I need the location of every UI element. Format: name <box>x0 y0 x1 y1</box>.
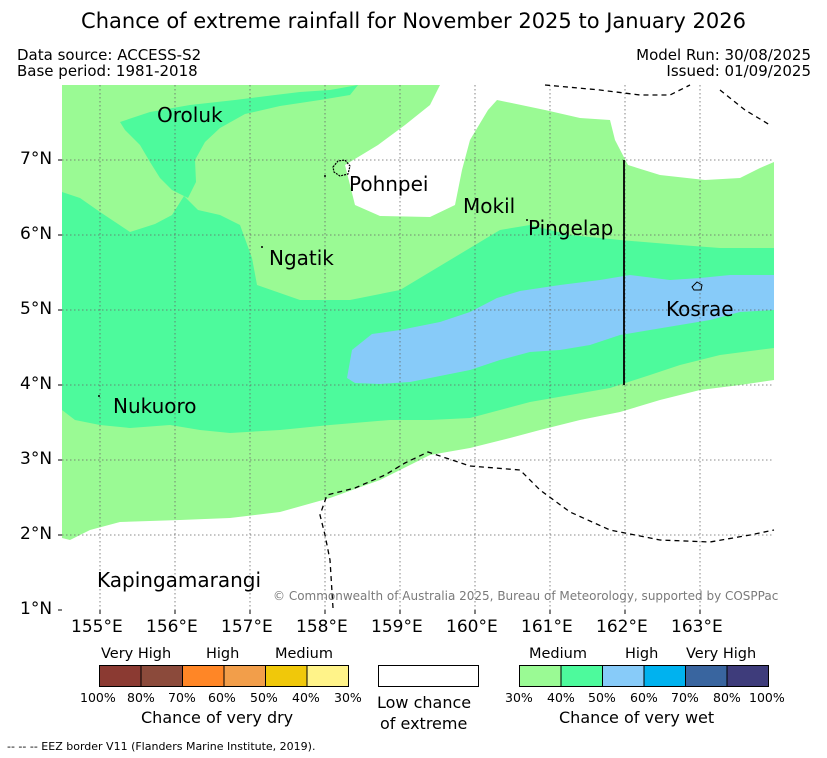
pohnpei-islet <box>324 175 326 177</box>
lon-tick-label: 155°E <box>71 617 123 637</box>
wet-legend-level: High <box>625 646 659 662</box>
map-title: Chance of extreme rainfall for November … <box>81 9 746 33</box>
low-chance-caption-line1: Low chance <box>377 693 472 712</box>
issued-text: Issued: 01/09/2025 <box>666 62 811 80</box>
dry-color-swatch <box>140 665 183 687</box>
lon-tick-label: 160°E <box>446 617 498 637</box>
wet-medium-high-region <box>62 192 774 433</box>
copyright-text: © Commonwealth of Australia 2025, Bureau… <box>273 589 779 603</box>
lat-tick-label: 4°N <box>20 374 53 394</box>
wet-medium-high-north <box>120 85 358 198</box>
lon-tick-label: 159°E <box>371 617 423 637</box>
place-label: Pohnpei <box>349 172 429 196</box>
lon-tick-label: 156°E <box>146 617 198 637</box>
dry-legend-caption: Chance of very dry <box>141 708 294 727</box>
wet-color-swatch <box>602 665 645 687</box>
place-label: Nukuoro <box>113 394 197 418</box>
wet-percent-label: 80% <box>713 690 741 705</box>
place-label: Oroluk <box>157 103 223 127</box>
dry-legend-level: Medium <box>275 646 333 662</box>
wet-color-swatch <box>726 665 769 687</box>
pingelap-islet <box>526 219 528 221</box>
eez-border <box>319 84 775 609</box>
wet-percent-label: 40% <box>547 690 575 705</box>
grid-lines <box>62 85 774 610</box>
lat-tick-label: 3°N <box>20 449 53 469</box>
lat-tick-label: 7°N <box>20 149 53 169</box>
low-chance-swatch <box>378 665 479 687</box>
wet-color-swatch <box>643 665 686 687</box>
wet-color-swatch <box>685 665 728 687</box>
lon-tick-label: 158°E <box>296 617 348 637</box>
nukuoro-islet <box>98 395 100 397</box>
dry-percent-label: 80% <box>127 690 155 705</box>
lat-tick-label: 2°N <box>20 524 53 544</box>
dry-percent-label: 50% <box>250 690 278 705</box>
dry-percent-label: 40% <box>292 690 320 705</box>
wet-legend-level: Very High <box>686 646 757 662</box>
place-label: Ngatik <box>269 246 334 270</box>
wet-percent-label: 100% <box>749 690 785 705</box>
dry-color-swatch <box>182 665 225 687</box>
dry-percent-label: 60% <box>208 690 236 705</box>
base-period-text: Base period: 1981-2018 <box>17 62 198 80</box>
place-label: Pingelap <box>528 216 614 240</box>
dry-colorbar <box>99 665 349 687</box>
wet-percent-label: 50% <box>588 690 616 705</box>
pohnpei-island <box>332 159 351 177</box>
ngatik-islet <box>261 246 263 248</box>
wet-color-swatch <box>560 665 603 687</box>
dry-percent-label: 100% <box>80 690 116 705</box>
kosrae-island <box>691 281 703 291</box>
lat-tick-label: 5°N <box>20 299 53 319</box>
dry-color-swatch <box>265 665 308 687</box>
wet-legend-level: Medium <box>529 646 587 662</box>
lat-tick-label: 1°N <box>20 599 53 619</box>
wet-percent-label: 60% <box>630 690 658 705</box>
wet-legend-caption: Chance of very wet <box>559 708 715 727</box>
dry-color-swatch <box>99 665 142 687</box>
wet-percent-label: 70% <box>671 690 699 705</box>
lon-tick-label: 161°E <box>521 617 573 637</box>
lon-tick-label: 157°E <box>221 617 273 637</box>
lat-tick-label: 6°N <box>20 224 53 244</box>
dry-color-swatch <box>306 665 349 687</box>
place-label: Kapingamarangi <box>97 568 262 592</box>
lon-tick-label: 162°E <box>596 617 648 637</box>
dry-percent-label: 70% <box>168 690 196 705</box>
dry-percent-label: 30% <box>334 690 362 705</box>
place-label: Mokil <box>463 194 516 218</box>
wet-percent-label: 30% <box>505 690 533 705</box>
wet-colorbar <box>519 665 769 687</box>
wet-high-region <box>347 275 774 384</box>
wet-color-swatch <box>519 665 562 687</box>
axis-ticks <box>58 159 701 614</box>
eez-footnote: -- -- -- EEZ border V11 (Flanders Marine… <box>7 740 316 753</box>
dry-legend-level: High <box>206 646 240 662</box>
dry-color-swatch <box>223 665 266 687</box>
place-label: Kosrae <box>666 297 734 321</box>
low-chance-caption-line2: of extreme <box>380 714 468 733</box>
data-source-text: Data source: ACCESS-S2 <box>17 46 202 64</box>
model-run-text: Model Run: 30/08/2025 <box>636 46 811 64</box>
lon-tick-label: 163°E <box>671 617 723 637</box>
dry-legend-level: Very High <box>101 646 172 662</box>
